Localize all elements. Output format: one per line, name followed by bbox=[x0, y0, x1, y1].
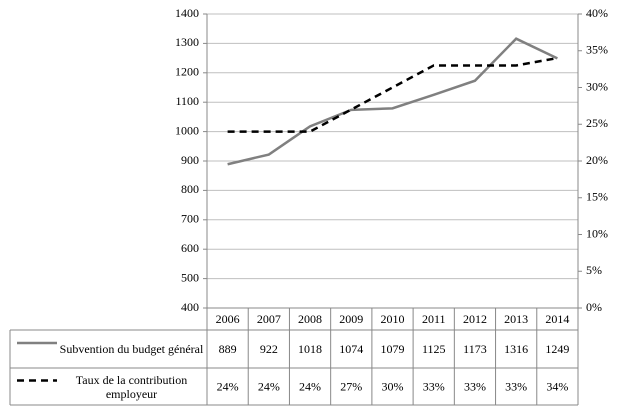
y2-tick-label: 15% bbox=[586, 190, 608, 204]
table-value: 24% bbox=[258, 379, 280, 393]
series-line bbox=[227, 56, 558, 133]
y-tick-label: 1300 bbox=[175, 35, 199, 49]
table-value: 1173 bbox=[463, 342, 487, 356]
y-tick-label: 1000 bbox=[175, 123, 199, 137]
table-value: 1018 bbox=[298, 342, 322, 356]
y-tick-label: 800 bbox=[181, 182, 199, 196]
y-tick-label: 1100 bbox=[175, 94, 199, 108]
table-value: 33% bbox=[423, 379, 445, 393]
legend-label: Subvention du budget général bbox=[59, 342, 204, 356]
y-tick-label: 400 bbox=[181, 300, 199, 314]
table-value: 889 bbox=[219, 342, 237, 356]
x-tick-label: 2010 bbox=[381, 312, 405, 326]
x-tick-label: 2008 bbox=[298, 312, 322, 326]
table-value: 27% bbox=[340, 379, 362, 393]
y2-tick-label: 5% bbox=[586, 263, 602, 277]
y2-tick-label: 40% bbox=[586, 6, 608, 20]
y-tick-label: 1400 bbox=[175, 6, 199, 20]
series-line bbox=[227, 37, 558, 166]
x-tick-label: 2009 bbox=[339, 312, 363, 326]
table-value: 1074 bbox=[339, 342, 363, 356]
table-value: 1125 bbox=[422, 342, 446, 356]
y2-tick-label: 20% bbox=[586, 153, 608, 167]
y2-tick-label: 30% bbox=[586, 79, 608, 93]
x-tick-label: 2012 bbox=[463, 312, 487, 326]
table-value: 922 bbox=[260, 342, 278, 356]
y2-tick-label: 10% bbox=[586, 226, 608, 240]
table-value: 1079 bbox=[381, 342, 405, 356]
y2-tick-label: 25% bbox=[586, 116, 608, 130]
y-tick-label: 600 bbox=[181, 241, 199, 255]
y-tick-label: 1200 bbox=[175, 65, 199, 79]
table-value: 1249 bbox=[545, 342, 569, 356]
table-value: 33% bbox=[464, 379, 486, 393]
y2-tick-label: 0% bbox=[586, 300, 602, 314]
x-tick-label: 2013 bbox=[504, 312, 528, 326]
table-value: 1316 bbox=[504, 342, 528, 356]
table-value: 33% bbox=[505, 379, 527, 393]
y2-tick-label: 35% bbox=[586, 43, 608, 57]
x-tick-label: 2014 bbox=[545, 312, 569, 326]
y-tick-label: 700 bbox=[181, 212, 199, 226]
x-tick-label: 2006 bbox=[216, 312, 240, 326]
table-value: 34% bbox=[546, 379, 568, 393]
table-value: 30% bbox=[382, 379, 404, 393]
x-tick-label: 2007 bbox=[257, 312, 281, 326]
table-value: 24% bbox=[217, 379, 239, 393]
legend-label-box: Subvention du budget général bbox=[59, 342, 204, 356]
y-tick-label: 900 bbox=[181, 153, 199, 167]
table-value: 24% bbox=[299, 379, 321, 393]
legend-label-box: Taux de la contribution employeur bbox=[75, 372, 188, 401]
x-tick-label: 2011 bbox=[422, 312, 446, 326]
y-tick-label: 500 bbox=[181, 270, 199, 284]
legend-label: Taux de la contribution employeur bbox=[75, 372, 188, 401]
